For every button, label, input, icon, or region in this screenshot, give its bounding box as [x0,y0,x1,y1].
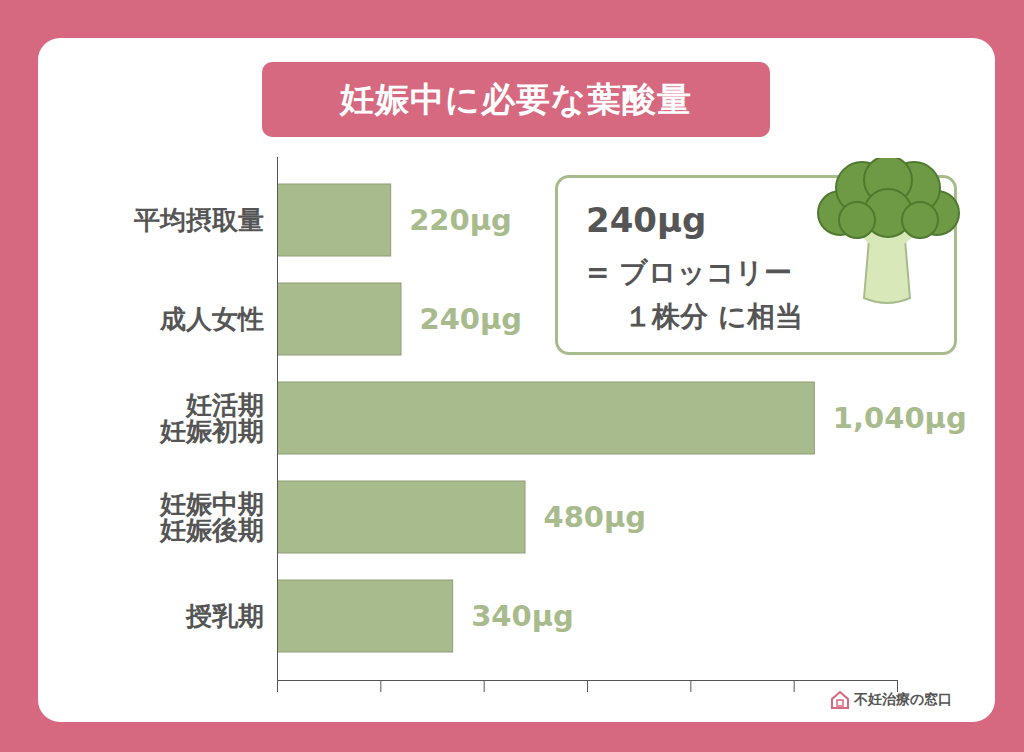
svg-text:妊娠中期妊娠後期: 妊娠中期妊娠後期 [159,489,264,545]
svg-text:授乳期: 授乳期 [185,601,264,631]
html-text:不妊治療の窓口: 不妊治療の窓口 [854,691,952,707]
svg-text:340µg: 340µg [471,599,574,633]
html-text:１株分 に相当: １株分 に相当 [624,300,803,333]
svg-text:妊活期妊娠初期: 妊活期妊娠初期 [159,390,264,446]
svg-text:1,040µg: 1,040µg [833,401,967,435]
svg-text:240µg: 240µg [420,302,523,336]
html-text:= ブロッコリー: = ブロッコリー [586,256,793,289]
svg-text:成人女性: 成人女性 [159,304,264,334]
svg-text:220µg: 220µg [409,203,512,237]
svg-text:平均摂取量: 平均摂取量 [133,205,264,235]
html-text:240µg: 240µg [586,200,707,240]
svg-text:480µg: 480µg [544,500,647,534]
html-text:妊娠中に必要な葉酸量: 妊娠中に必要な葉酸量 [340,78,692,119]
